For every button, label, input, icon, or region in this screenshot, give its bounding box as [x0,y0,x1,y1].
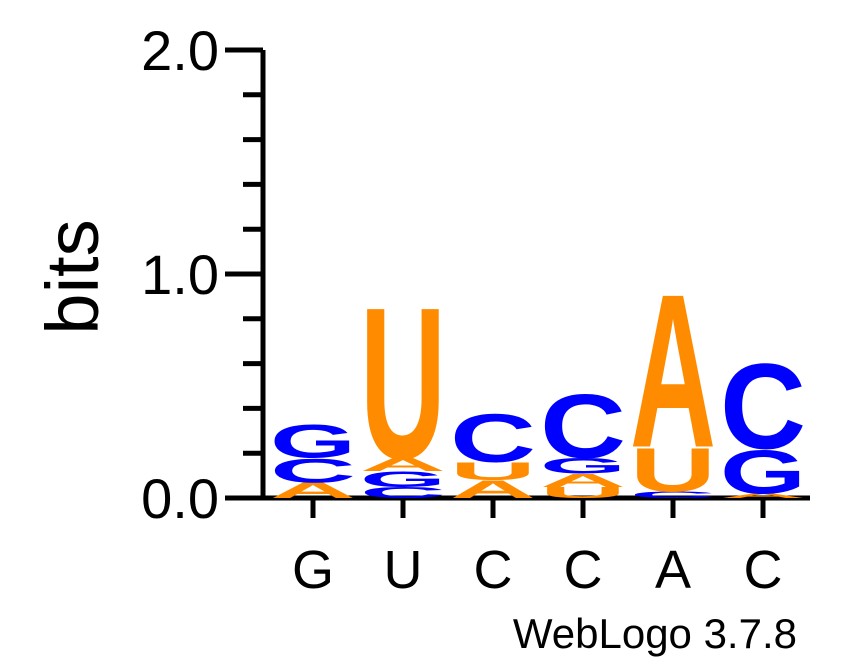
logo-letter: A [360,454,446,475]
weblogo-credit: WebLogo 3.7.8 [513,610,797,657]
y-tick-label: 0.0 [141,467,219,530]
logo-letter: A [270,478,356,502]
logo-letter: G [540,454,626,478]
x-tick-label: A [655,540,691,600]
logo-letter: A [720,492,806,499]
logo-letter: C [540,376,626,477]
logo-letter: A [450,476,536,504]
logo-letter: U [540,484,626,501]
logo-letter: A [540,470,626,491]
logo-letter: C [360,484,446,501]
logo-letter: C [270,451,356,490]
y-tick-label: 2.0 [141,19,219,82]
y-axis: 0.0 1.0 2.0 [141,19,266,530]
logo-letter: A [630,249,716,494]
y-axis-label: bits [31,219,114,334]
letter-stack: CUA [630,249,716,505]
logo-letter: U [360,262,446,503]
x-tick-label: C [474,540,513,600]
logo-letter: C [450,400,536,477]
letter-stack: AGC [720,339,806,508]
y-tick-label: 1.0 [141,243,219,306]
logo-letter: C [630,489,716,500]
logo-letter: U [630,436,716,506]
letter-stack: AUC [450,400,536,503]
x-tick-label: C [744,540,783,600]
x-tick-label: C [564,540,603,600]
logo-letter: G [720,438,806,508]
logo-letter: G [360,467,446,491]
logo-letter: G [270,416,356,468]
letter-stack: ACG [270,416,356,503]
logo-letter: C [720,339,806,475]
x-tick-label: G [292,540,334,600]
x-tick-label: U [384,540,423,600]
logo-letter: U [450,458,536,486]
